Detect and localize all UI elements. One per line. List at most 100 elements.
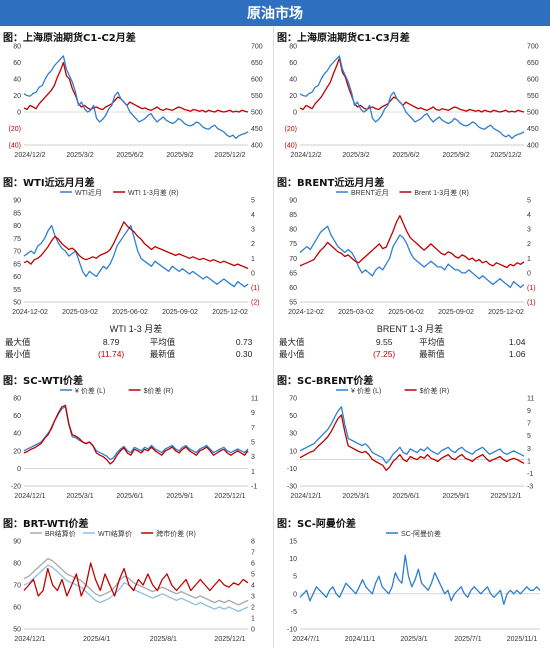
y-right-tick-label: 400	[527, 143, 539, 150]
y-right-tick-label: 3	[251, 454, 255, 461]
column-divider	[273, 26, 274, 648]
y-right-tick-label: 7	[527, 421, 531, 428]
y-left-tick-label: 70	[13, 249, 21, 256]
brent-avg-value: 1.04	[508, 337, 526, 347]
y-right-tick-label: (1)	[527, 285, 536, 292]
y-right-tick-label: 5	[251, 440, 255, 447]
y-left-tick-label: 75	[13, 236, 21, 243]
y-right-tick-label: 0	[251, 270, 255, 277]
y-right-tick-label: 5	[251, 198, 255, 205]
x-tick-label: 2025/6/1	[392, 493, 419, 500]
x-tick-label: 2025/6/2	[392, 152, 419, 159]
x-tick-label: 2025/12/1	[214, 636, 245, 643]
chart-sc-oman: SC-阿曼价差 15 10 5 0 -5 -10 2024/7/1 2024/11/1 2025/…	[287, 529, 541, 643]
y-left-tick-label: 30	[289, 431, 297, 438]
y-left-tick-label: 70	[13, 583, 21, 590]
series-line-BRENT近月	[299, 225, 525, 289]
x-tick-label: 2024/12/1	[14, 493, 45, 500]
y-right-tick-label: 3	[527, 227, 531, 234]
x-tick-label: 2025/7/1	[454, 636, 481, 643]
y-left-tick-label: -10	[287, 466, 297, 473]
x-tick-label: 2024-12-02	[12, 309, 48, 316]
y-right-tick-label: 600	[251, 77, 263, 84]
y-left-tick-label: 40	[13, 77, 21, 84]
wti-stats-title: WTI 1-3 月差	[109, 324, 163, 334]
series-line-$价差	[299, 414, 525, 471]
wti-min-value: (11.74)	[97, 349, 125, 359]
y-right-tick-label: (2)	[251, 300, 260, 307]
y-right-tick-label: 1	[251, 616, 255, 623]
y-left-tick-label: -20	[11, 484, 21, 491]
y-right-tick-label: -1	[527, 471, 533, 478]
wti-max-label: 最大值	[5, 337, 31, 347]
x-tick-label: 2025/12/2	[214, 152, 245, 159]
series-line-¥ 价差	[299, 406, 525, 464]
y-right-tick-label: 7	[251, 425, 255, 432]
chart-title-sc-oman: 图：SC-阿曼价差	[277, 519, 356, 530]
y-right-tick-label: 1	[251, 256, 255, 263]
y-right-tick-label: 700	[527, 44, 539, 51]
x-tick-label: 2025/3/1	[66, 493, 93, 500]
y-right-tick-label: 450	[527, 126, 539, 133]
y-left-tick-label: 60	[289, 285, 297, 292]
x-tick-label: 2025-09-02	[438, 309, 474, 316]
y-left-tick-label: 40	[289, 77, 297, 84]
y-right-tick-label: 400	[251, 143, 263, 150]
y-right-tick-label: 6	[251, 561, 255, 568]
x-tick-label: 2025/9/1	[166, 493, 193, 500]
y-left-tick-label: 0	[17, 466, 21, 473]
y-left-tick-label: 90	[289, 198, 297, 205]
y-right-tick-label: 1	[251, 469, 255, 476]
x-tick-label: 2025/9/2	[442, 152, 469, 159]
x-tick-label: 2025-06-02	[388, 309, 424, 316]
x-tick-label: 2024/11/1	[345, 636, 376, 643]
y-left-tick-label: 0	[17, 110, 21, 117]
x-tick-label: 2025/3/1	[400, 636, 427, 643]
y-right-tick-label: 650	[527, 60, 539, 67]
legend-label: WTI结算价	[98, 529, 132, 538]
x-tick-label: 2025-03-02	[62, 309, 98, 316]
wti-max-value: 8.79	[102, 337, 120, 347]
x-tick-label: 2024/7/1	[292, 636, 319, 643]
x-tick-label: 2025/9/2	[166, 152, 193, 159]
y-left-tick-label: 5	[293, 574, 297, 581]
y-left-tick-label: 50	[289, 413, 297, 420]
y-right-tick-label: 3	[251, 227, 255, 234]
y-left-tick-label: 75	[289, 241, 297, 248]
series-line-red	[299, 57, 525, 113]
y-left-tick-label: 80	[13, 396, 21, 403]
y-left-tick-label: -5	[291, 609, 297, 616]
page-banner: 原油市场	[0, 0, 550, 26]
y-right-tick-label: 3	[527, 446, 531, 453]
y-left-tick-label: 15	[289, 539, 297, 546]
chart-title-sc-c1c3: 图：上海原油期货C1-C3月差	[277, 33, 410, 44]
legend-label: ¥ 价差 (L)	[351, 386, 381, 395]
chart-title-wti-spread: 图：WTI近远月月差	[3, 178, 95, 189]
x-tick-label: 2025-09-02	[162, 309, 198, 316]
x-tick-label: 2024/12/2	[14, 152, 45, 159]
y-right-tick-label: 9	[251, 410, 255, 417]
brent-avg-label: 平均值	[419, 337, 445, 347]
legend-label: $价差 (R)	[420, 386, 450, 395]
y-right-tick-label: 2	[527, 241, 531, 248]
y-left-tick-label: 40	[13, 431, 21, 438]
y-right-tick-label: 550	[527, 93, 539, 100]
legend-label: SC-阿曼价差	[401, 529, 441, 538]
chart-wti-spread: WTI近月 WTI 1-3月差 (R) 90 85 80 75 70 65 60 55 50 5 4 3 2…	[12, 188, 260, 316]
y-left-tick-label: 90	[13, 198, 21, 205]
y-left-tick-label: 65	[13, 261, 21, 268]
legend-label: $价差 (R)	[144, 386, 174, 395]
y-right-tick-label: 3	[251, 594, 255, 601]
x-tick-label: 2025-03-02	[338, 309, 374, 316]
chart-brent-spread: BRENT近月 Brent 1-3月差 (R)908580757065605554…	[288, 188, 536, 316]
series-line-blue	[23, 55, 249, 140]
x-tick-label: 2025/12/2	[490, 152, 521, 159]
y-right-tick-label: 8	[251, 539, 255, 546]
brent-min-value: (7.25)	[373, 349, 396, 359]
wti-latest-value: 0.30	[235, 349, 253, 359]
brent-stats-title: BRENT 1-3 月差	[376, 324, 444, 334]
chart-title-sc-brent: 图：SC-BRENT价差	[277, 376, 374, 387]
x-tick-label: 2025-12-02	[212, 309, 248, 316]
y-left-tick-label: 60	[13, 413, 21, 420]
chart-title-sc-wti: 图：SC-WTI价差	[3, 376, 84, 387]
